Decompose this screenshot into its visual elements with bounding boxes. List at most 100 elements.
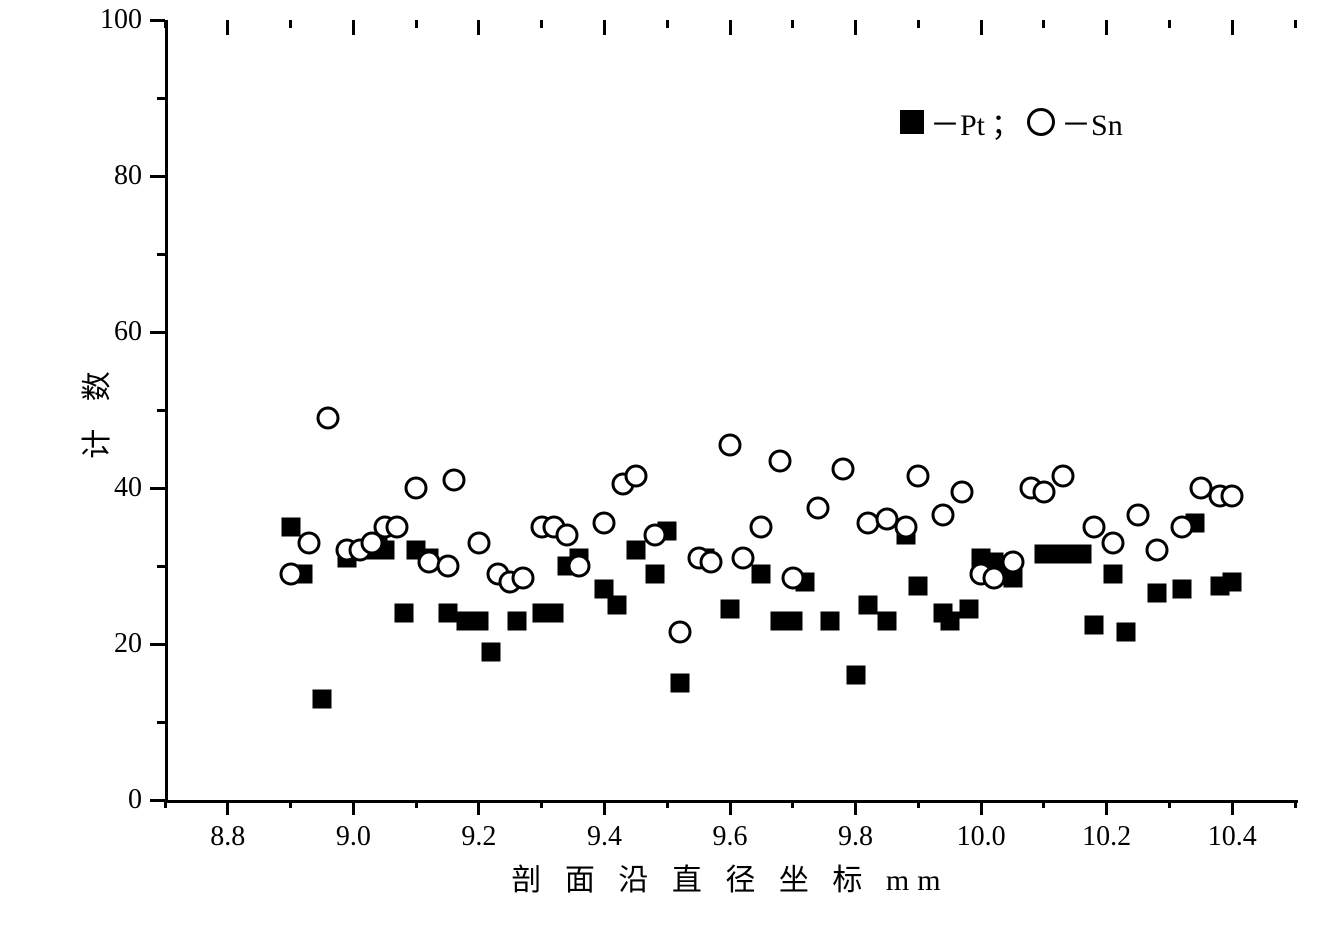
legend-sn-marker: [1027, 108, 1055, 136]
x-tick-minor: [666, 800, 669, 808]
pt-marker: [626, 541, 645, 560]
sn-marker: [436, 555, 459, 578]
x-tick-top: [603, 20, 606, 35]
sn-marker: [951, 480, 974, 503]
sn-marker: [624, 465, 647, 488]
y-tick-label: 0: [128, 784, 142, 816]
pt-marker: [469, 611, 488, 630]
x-tick-minor-top: [1294, 20, 1297, 28]
pt-marker: [1034, 545, 1053, 564]
pt-marker: [1223, 572, 1242, 591]
sn-marker: [442, 469, 465, 492]
sn-marker: [806, 496, 829, 519]
x-tick-label: 8.8: [210, 821, 245, 853]
pt-marker: [846, 666, 865, 685]
x-tick-minor: [415, 800, 418, 808]
pt-marker: [482, 642, 501, 661]
sn-marker: [1032, 480, 1055, 503]
sn-marker: [405, 477, 428, 500]
x-tick-top: [477, 20, 480, 35]
pt-marker: [645, 564, 664, 583]
sn-marker: [894, 516, 917, 539]
sn-marker: [1051, 465, 1074, 488]
sn-marker: [511, 566, 534, 589]
sn-marker: [750, 516, 773, 539]
x-tick-top: [1105, 20, 1108, 35]
y-tick: [150, 19, 165, 22]
y-tick: [150, 175, 165, 178]
legend: －Pt ； －Sn: [900, 100, 1123, 144]
x-tick: [1231, 800, 1234, 815]
y-tick: [150, 643, 165, 646]
sn-marker: [386, 516, 409, 539]
pt-marker: [877, 611, 896, 630]
sn-marker: [1127, 504, 1150, 527]
x-tick-label: 10.0: [957, 821, 1006, 853]
x-tick-minor-top: [666, 20, 669, 28]
y-tick-minor: [157, 97, 165, 100]
x-tick: [603, 800, 606, 815]
pt-marker: [959, 599, 978, 618]
y-tick-label: 100: [100, 4, 142, 36]
sn-marker: [1101, 531, 1124, 554]
x-tick-top: [729, 20, 732, 35]
sn-marker: [1145, 539, 1168, 562]
pt-marker: [670, 674, 689, 693]
y-tick-label: 40: [114, 472, 142, 504]
y-tick: [150, 331, 165, 334]
x-tick-label: 10.4: [1208, 821, 1257, 853]
pt-marker: [438, 603, 457, 622]
x-tick-top: [226, 20, 229, 35]
x-tick-minor: [917, 800, 920, 808]
x-tick-minor: [289, 800, 292, 808]
x-tick-minor-top: [289, 20, 292, 28]
x-tick-top: [352, 20, 355, 35]
x-axis-label: 剖 面 沿 直 径 坐 标 mm: [511, 855, 948, 899]
pt-marker: [545, 603, 564, 622]
pt-marker: [1103, 564, 1122, 583]
x-tick-minor-top: [1168, 20, 1171, 28]
pt-marker: [1173, 580, 1192, 599]
sn-marker: [781, 566, 804, 589]
y-tick-minor: [157, 721, 165, 724]
sn-marker: [731, 547, 754, 570]
pt-marker: [312, 689, 331, 708]
pt-marker: [752, 564, 771, 583]
x-tick-minor: [1042, 800, 1045, 808]
x-tick-minor-top: [917, 20, 920, 28]
sn-marker: [1083, 516, 1106, 539]
x-tick-label: 9.4: [587, 821, 622, 853]
y-tick-label: 60: [114, 316, 142, 348]
y-tick-label: 20: [114, 628, 142, 660]
pt-marker: [1053, 545, 1072, 564]
sn-marker: [1001, 551, 1024, 574]
x-tick-minor: [791, 800, 794, 808]
scatter-chart: 计 数 剖 面 沿 直 径 坐 标 mm －Pt ； －Sn 8.89.09.2…: [0, 0, 1336, 932]
sn-marker: [643, 523, 666, 546]
sn-marker: [769, 449, 792, 472]
y-tick: [150, 799, 165, 802]
x-tick: [226, 800, 229, 815]
y-tick-label: 80: [114, 160, 142, 192]
x-tick-minor: [1294, 800, 1297, 808]
pt-marker: [507, 611, 526, 630]
sn-marker: [593, 512, 616, 535]
sn-marker: [555, 523, 578, 546]
sn-marker: [668, 621, 691, 644]
y-tick-minor: [157, 253, 165, 256]
pt-marker: [859, 596, 878, 615]
sn-marker: [467, 531, 490, 554]
x-tick-label: 10.2: [1082, 821, 1131, 853]
y-tick-minor: [157, 565, 165, 568]
x-tick-label: 9.8: [838, 821, 873, 853]
legend-separator: ；: [991, 100, 1021, 144]
legend-pt-marker: [900, 110, 924, 134]
pt-marker: [909, 576, 928, 595]
x-tick-minor-top: [540, 20, 543, 28]
sn-marker: [982, 566, 1005, 589]
x-tick: [352, 800, 355, 815]
x-tick: [980, 800, 983, 815]
x-tick-minor: [540, 800, 543, 808]
x-tick: [854, 800, 857, 815]
x-tick-minor: [1168, 800, 1171, 808]
